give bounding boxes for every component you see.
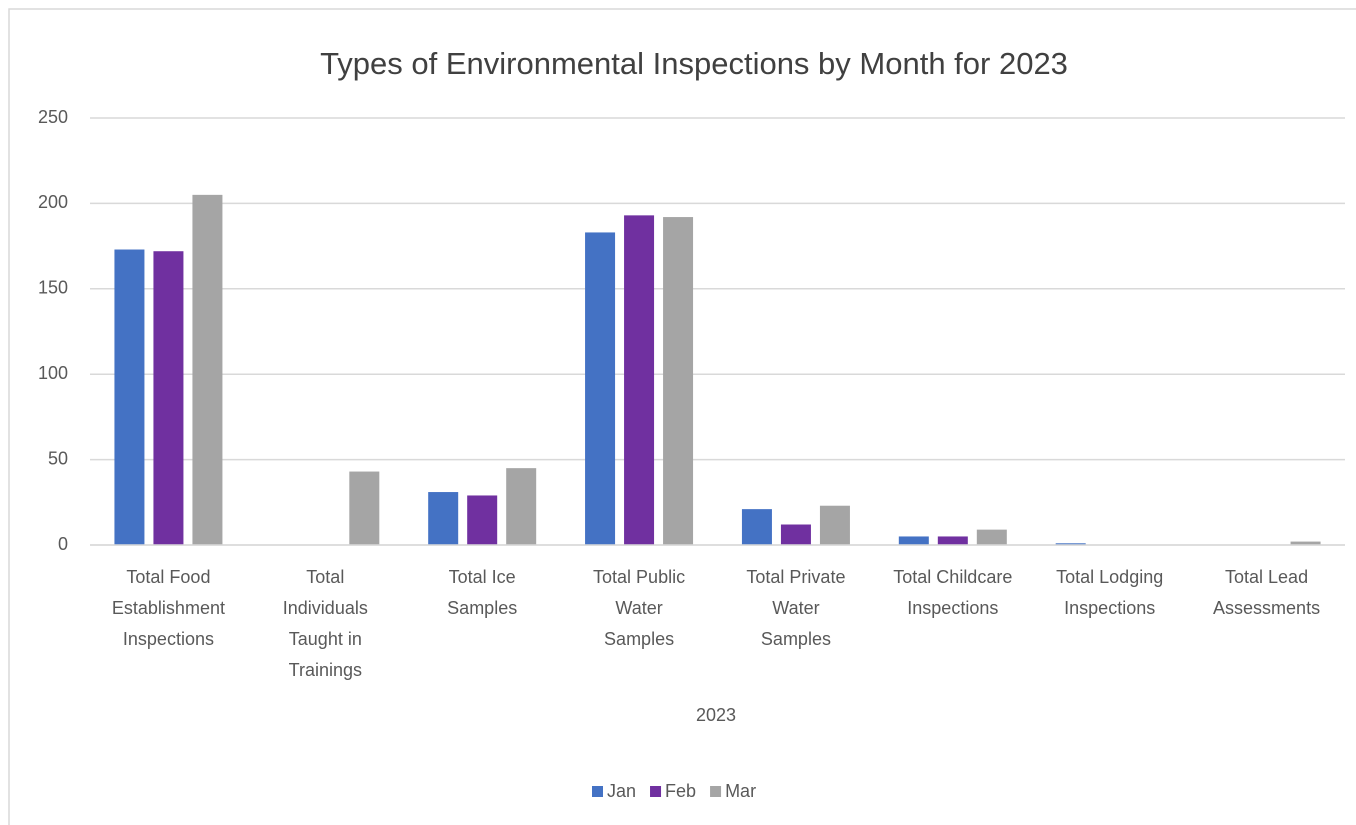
bar xyxy=(624,215,655,545)
legend-label: Mar xyxy=(725,781,756,801)
x-tick-label: Total Private Water Samples xyxy=(746,567,845,649)
x-tick-label-line: Samples xyxy=(761,629,831,649)
x-tick-label-line: Total Food xyxy=(126,567,210,587)
bar xyxy=(819,505,850,545)
x-tick-label-line: Total Ice xyxy=(449,567,516,587)
x-tick-label-line: Total Public xyxy=(593,567,685,587)
x-tick-label-line: Taught in xyxy=(289,629,362,649)
bar xyxy=(1290,541,1321,545)
legend-swatch xyxy=(710,786,722,797)
legend-label: Jan xyxy=(607,781,636,801)
x-tick-label: Total Individuals Taught in Trainings xyxy=(283,567,368,680)
x-tick-label-line: Trainings xyxy=(289,660,362,680)
x-tick-label: Total Public Water Samples xyxy=(593,567,685,649)
bar xyxy=(741,509,772,545)
y-tick-label: 0 xyxy=(58,534,68,554)
x-tick-label-line: Total xyxy=(306,567,344,587)
bar xyxy=(153,251,184,545)
bar xyxy=(663,217,694,545)
x-tick-label: Total Food Establishment Inspections xyxy=(112,567,225,649)
x-tick-label-line: Individuals xyxy=(283,598,368,618)
x-tick-label-line: Water xyxy=(615,598,662,618)
chart-title: Types of Environmental Inspections by Mo… xyxy=(320,46,1068,81)
x-tick-label-line: Samples xyxy=(447,598,517,618)
bar xyxy=(976,529,1007,545)
bar xyxy=(898,536,929,545)
x-tick-label-line: Establishment xyxy=(112,598,225,618)
x-tick-label: Total Ice Samples xyxy=(447,567,517,618)
bar xyxy=(780,524,811,545)
x-tick-label: Total Lodging Inspections xyxy=(1056,567,1163,618)
x-tick-label-line: Inspections xyxy=(1064,598,1155,618)
x-tick-label: Total Lead Assessments xyxy=(1213,567,1320,618)
x-tick-label-line: Inspections xyxy=(123,629,214,649)
bar xyxy=(1055,543,1086,545)
x-tick-label-line: Samples xyxy=(604,629,674,649)
y-tick-label: 250 xyxy=(38,107,68,127)
x-axis-title: 2023 xyxy=(696,705,736,725)
y-tick-label: 100 xyxy=(38,363,68,383)
x-tick-label-line: Total Private xyxy=(746,567,845,587)
x-tick-label-line: Total Lead xyxy=(1225,567,1308,587)
bar xyxy=(349,471,380,545)
x-tick-label-line: Water xyxy=(772,598,819,618)
bar xyxy=(114,249,145,546)
bar xyxy=(585,232,616,545)
legend-swatch xyxy=(592,786,603,797)
y-tick-label: 50 xyxy=(48,448,68,468)
bar xyxy=(428,492,459,545)
y-tick-label: 150 xyxy=(38,278,68,298)
x-tick-label: Total Childcare Inspections xyxy=(893,567,1012,618)
bar xyxy=(506,468,537,545)
bar xyxy=(467,495,498,545)
y-tick-label: 200 xyxy=(38,192,68,212)
x-tick-label-line: Total Lodging xyxy=(1056,567,1163,587)
x-tick-label-line: Assessments xyxy=(1213,598,1320,618)
x-tick-label-line: Inspections xyxy=(907,598,998,618)
bar xyxy=(937,536,968,545)
x-tick-label-line: Total Childcare xyxy=(893,567,1012,587)
bar xyxy=(192,194,223,546)
legend-swatch xyxy=(650,786,662,797)
legend-label: Feb xyxy=(665,781,696,801)
